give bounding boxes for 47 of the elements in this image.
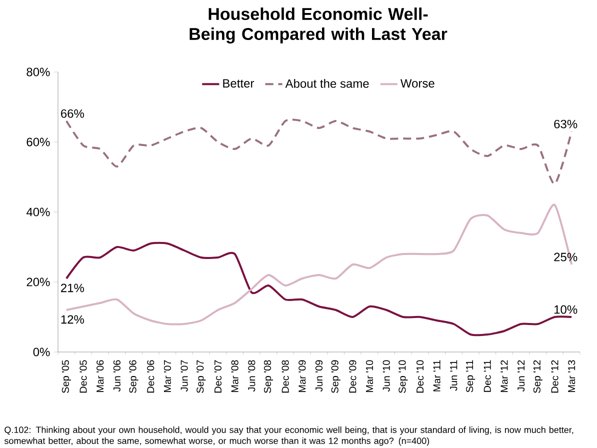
x-tick-label: Dec '10 bbox=[416, 360, 424, 393]
legend-label: Worse bbox=[400, 79, 434, 88]
y-tick-label: 40% bbox=[26, 208, 50, 216]
annotation: 25% bbox=[554, 252, 578, 262]
x-tick-label: Dec '08 bbox=[282, 360, 289, 393]
annotation: 10% bbox=[554, 305, 578, 314]
annotation: 66% bbox=[61, 109, 84, 118]
x-tick-label: Dec '11 bbox=[484, 360, 491, 392]
x-tick-label: Mar '09 bbox=[298, 360, 306, 392]
x-tick-label: Jun '09 bbox=[315, 360, 323, 392]
y-tick-label: 20% bbox=[26, 278, 50, 286]
x-tick-label: Jun '08 bbox=[248, 360, 256, 392]
x-tick-label: Sep '09 bbox=[331, 360, 340, 393]
x-tick-label: Sep '10 bbox=[398, 360, 408, 393]
x-tick-label: Jun '06 bbox=[113, 360, 120, 392]
x-tick-label: Sep '08 bbox=[264, 360, 274, 393]
y-tick-label: 80% bbox=[26, 68, 50, 76]
x-tick-label: Jun '07 bbox=[180, 360, 188, 392]
x-tick-label: Mar '06 bbox=[96, 360, 104, 392]
legend-label: Better bbox=[223, 79, 254, 88]
annotation: 63% bbox=[554, 120, 578, 128]
x-tick-label: Jun '11 bbox=[450, 360, 458, 391]
x-tick-label: Mar '11 bbox=[433, 360, 440, 392]
x-tick-label: Dec '05 bbox=[80, 360, 87, 393]
x-tick-label: Dec '12 bbox=[551, 360, 558, 393]
x-tick-label: Sep '07 bbox=[196, 360, 206, 393]
x-tick-label: Sep '05 bbox=[62, 360, 71, 393]
x-tick-label: Mar '07 bbox=[164, 360, 171, 392]
x-tick-label: Sep '06 bbox=[129, 360, 138, 393]
x-tick-label: Sep '11 bbox=[466, 360, 476, 392]
y-tick-label: 60% bbox=[26, 138, 50, 146]
text: Q.102: Thinking about your own household, would you say that your economic well being, that is your standard of living, is now much better, somewhat better, about the same, somewhat worse, or much worse than it was 12 months ago? (n=400) bbox=[4, 426, 574, 446]
x-tick-label: Dec '09 bbox=[349, 360, 356, 393]
annotation: 21% bbox=[61, 284, 84, 292]
x-tick-label: Mar '10 bbox=[366, 360, 374, 392]
x-tick-label: Sep '12 bbox=[533, 360, 542, 393]
x-tick-label: Mar '13 bbox=[568, 360, 576, 392]
chart-title: Household Economic Well-Being Compared with Last Year bbox=[190, 8, 448, 44]
annotation: 12% bbox=[61, 315, 84, 324]
y-tick-label: 0% bbox=[33, 348, 50, 356]
x-tick-label: Mar '08 bbox=[231, 360, 238, 392]
x-tick-label: Dec '07 bbox=[214, 360, 222, 393]
x-tick-label: Mar '12 bbox=[500, 360, 508, 392]
x-tick-label: Jun '10 bbox=[382, 360, 390, 392]
x-tick-label: Dec '06 bbox=[147, 360, 154, 393]
legend-label: About the same bbox=[285, 79, 369, 88]
x-tick-label: Jun '12 bbox=[518, 360, 525, 392]
